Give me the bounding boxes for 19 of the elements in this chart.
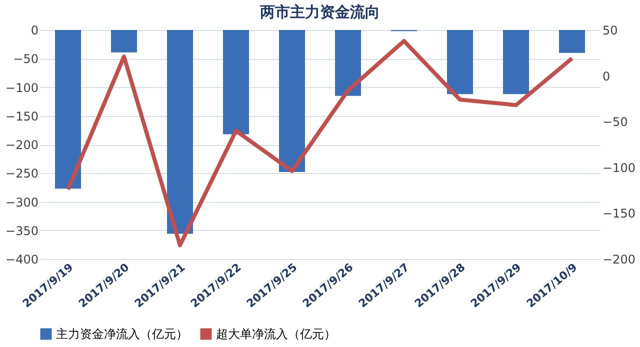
y-tick-label: −250 xyxy=(6,166,38,181)
legend-label: 超大单净流入（亿元） xyxy=(216,327,336,341)
y2-tick-label: −200 xyxy=(602,252,636,266)
y2-tick-label: −50 xyxy=(602,115,628,130)
y-tick-label: −400 xyxy=(6,252,38,266)
y-tick-label: −100 xyxy=(6,80,38,95)
chart-title: 两市主力资金流向 xyxy=(259,3,380,21)
y2-tick-label: −100 xyxy=(602,160,636,175)
y-tick-label: −350 xyxy=(6,224,38,238)
line-series xyxy=(66,38,574,248)
y-tick-label: 0 xyxy=(30,24,38,38)
y-tick-label: −200 xyxy=(6,138,38,152)
legend-label: 主力资金净流入（亿元） xyxy=(56,327,188,341)
y-tick-label: −150 xyxy=(6,109,38,124)
y2-tick-label: 0 xyxy=(602,69,610,84)
y-tick-label: −50 xyxy=(13,52,38,66)
y2-tick-label: 50 xyxy=(602,24,618,38)
y-tick-label: −300 xyxy=(6,195,38,210)
y2-tick-label: −150 xyxy=(602,206,636,221)
